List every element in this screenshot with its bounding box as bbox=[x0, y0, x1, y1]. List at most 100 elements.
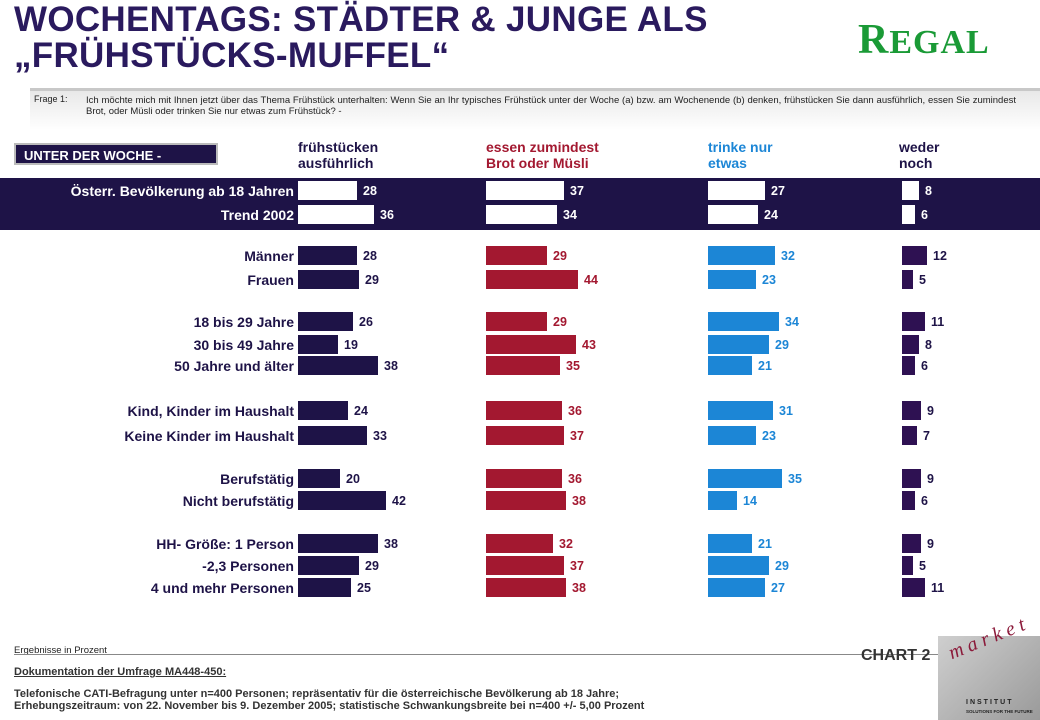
data-label: 36 bbox=[568, 472, 582, 486]
market-logo-box bbox=[938, 636, 1040, 720]
column-header-line: etwas bbox=[708, 155, 747, 171]
bar-3 bbox=[708, 205, 758, 224]
bar-1 bbox=[298, 556, 359, 575]
data-label: 11 bbox=[931, 581, 945, 595]
data-label: 29 bbox=[553, 249, 567, 263]
row-label: -2,3 Personen bbox=[202, 558, 294, 574]
bar-4 bbox=[902, 491, 915, 510]
row-label: 4 und mehr Personen bbox=[150, 580, 294, 596]
row-label: 50 Jahre und älter bbox=[174, 358, 294, 374]
bar-3 bbox=[708, 312, 779, 331]
column-header-4: weder noch bbox=[899, 139, 939, 171]
column-header-line: Brot oder Müsli bbox=[486, 155, 589, 171]
data-label: 5 bbox=[919, 559, 926, 573]
row-label: Österr. Bevölkerung ab 18 Jahren bbox=[70, 183, 294, 199]
row-label: Berufstätig bbox=[220, 471, 294, 487]
data-label: 28 bbox=[363, 249, 377, 263]
data-label: 35 bbox=[788, 472, 802, 486]
data-label: 5 bbox=[919, 273, 926, 287]
bar-2 bbox=[486, 335, 576, 354]
bar-4 bbox=[902, 335, 919, 354]
data-label: 38 bbox=[384, 537, 398, 551]
bar-1 bbox=[298, 312, 353, 331]
bar-1 bbox=[298, 335, 338, 354]
data-label: 14 bbox=[743, 494, 757, 508]
data-label: 37 bbox=[570, 184, 584, 198]
data-label: 38 bbox=[572, 494, 586, 508]
column-header-line: essen zumindest bbox=[486, 139, 599, 155]
data-label: 29 bbox=[553, 315, 567, 329]
question-band bbox=[30, 88, 1040, 130]
column-header-3: trinke nur etwas bbox=[708, 139, 773, 171]
documentation-title: Dokumentation der Umfrage MA448-450: bbox=[14, 666, 227, 678]
bar-4 bbox=[902, 312, 925, 331]
bar-4 bbox=[902, 356, 915, 375]
bar-1 bbox=[298, 205, 374, 224]
bar-3 bbox=[708, 426, 756, 445]
data-label: 6 bbox=[921, 494, 928, 508]
bar-3 bbox=[708, 556, 769, 575]
data-label: 24 bbox=[764, 208, 778, 222]
column-header-line: ausführlich bbox=[298, 155, 374, 171]
data-label: 27 bbox=[771, 184, 785, 198]
bar-3 bbox=[708, 401, 773, 420]
bar-1 bbox=[298, 426, 367, 445]
section-label: UNTER DER WOCHE - bbox=[14, 143, 218, 165]
data-label: 9 bbox=[927, 472, 934, 486]
market-logo-institut: INSTITUT bbox=[966, 699, 1014, 706]
column-header-line: trinke nur bbox=[708, 139, 773, 155]
data-label: 33 bbox=[373, 429, 387, 443]
documentation-text: Telefonische CATI-Befragung unter n=400 … bbox=[14, 688, 774, 712]
bar-2 bbox=[486, 469, 562, 488]
data-label: 9 bbox=[927, 404, 934, 418]
bar-3 bbox=[708, 469, 782, 488]
bar-2 bbox=[486, 401, 562, 420]
column-header-1: frühstücken ausführlich bbox=[298, 139, 378, 171]
data-label: 31 bbox=[779, 404, 793, 418]
bar-3 bbox=[708, 246, 775, 265]
column-header-line: noch bbox=[899, 155, 933, 171]
documentation-line-1: Telefonische CATI-Befragung unter n=400 … bbox=[14, 688, 620, 700]
data-label: 36 bbox=[568, 404, 582, 418]
data-label: 36 bbox=[380, 208, 394, 222]
data-label: 7 bbox=[923, 429, 930, 443]
title-line-2: „FRÜHSTÜCKS-MUFFEL“ bbox=[14, 36, 450, 75]
data-label: 21 bbox=[758, 359, 772, 373]
row-label: Nicht berufstätig bbox=[182, 493, 294, 509]
row-label: HH- Größe: 1 Person bbox=[156, 536, 294, 552]
data-label: 32 bbox=[781, 249, 795, 263]
data-label: 27 bbox=[771, 581, 785, 595]
regal-logo: REGAL bbox=[858, 10, 990, 73]
data-label: 9 bbox=[927, 537, 934, 551]
title-line-1: WOCHENTAGS: STÄDTER & JUNGE ALS bbox=[14, 0, 708, 39]
row-label: 30 bis 49 Jahre bbox=[193, 337, 294, 353]
column-header-2: essen zumindest Brot oder Müsli bbox=[486, 139, 599, 171]
data-label: 34 bbox=[785, 315, 799, 329]
data-label: 21 bbox=[758, 537, 772, 551]
bar-3 bbox=[708, 578, 765, 597]
row-label: Keine Kinder im Haushalt bbox=[124, 428, 294, 444]
data-label: 32 bbox=[559, 537, 573, 551]
bar-4 bbox=[902, 426, 917, 445]
data-label: 29 bbox=[775, 338, 789, 352]
data-label: 24 bbox=[354, 404, 368, 418]
row-label: Männer bbox=[244, 248, 294, 264]
bar-2 bbox=[486, 181, 564, 200]
data-label: 38 bbox=[572, 581, 586, 595]
page-title: WOCHENTAGS: STÄDTER & JUNGE ALS „FRÜHSTÜ… bbox=[14, 2, 708, 74]
data-label: 29 bbox=[365, 273, 379, 287]
bar-1 bbox=[298, 181, 357, 200]
bar-2 bbox=[486, 491, 566, 510]
row-label: Trend 2002 bbox=[220, 207, 294, 223]
bar-4 bbox=[902, 270, 913, 289]
data-label: 11 bbox=[931, 315, 945, 329]
bar-1 bbox=[298, 469, 340, 488]
column-header-line: weder bbox=[899, 139, 940, 155]
bar-3 bbox=[708, 335, 769, 354]
footer-divider bbox=[14, 654, 954, 655]
bar-2 bbox=[486, 578, 566, 597]
logo-initial: R bbox=[858, 17, 890, 63]
data-label: 23 bbox=[762, 429, 776, 443]
results-note: Ergebnisse in Prozent bbox=[14, 645, 107, 656]
bar-4 bbox=[902, 246, 927, 265]
